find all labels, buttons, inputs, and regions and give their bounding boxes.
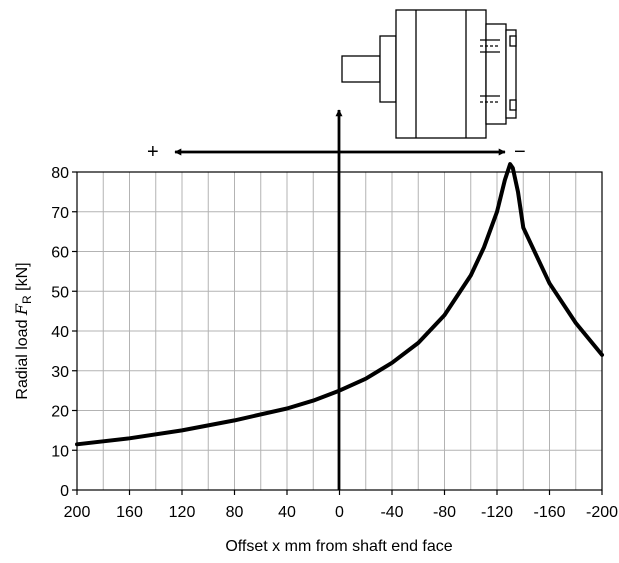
y-axis-label-unit: [kN]	[14, 262, 31, 295]
y-axis-label-text: Radial load	[14, 315, 31, 400]
y-tick-labels: 0 10 20 30 40 50 60 70 80	[51, 165, 77, 500]
x-tick-label: -80	[433, 504, 456, 521]
y-axis-label: Radial load FR [kN]	[12, 262, 34, 399]
y-tick-label: 40	[51, 324, 69, 341]
x-tick-label: 120	[169, 504, 196, 521]
y-axis-label-subscript: R	[20, 295, 34, 304]
y-axis-label-symbol: F	[12, 303, 31, 316]
x-tick-label: 160	[116, 504, 143, 521]
hydraulic-motor-icon	[341, 9, 517, 139]
x-tick-label: 80	[226, 504, 244, 521]
x-tick-label: -200	[586, 504, 618, 521]
x-axis-label: Offset x mm from shaft end face	[225, 538, 452, 555]
x-tick-label: 200	[64, 504, 91, 521]
y-tick-label: 30	[51, 364, 69, 381]
x-tick-label: -40	[380, 504, 403, 521]
y-tick-label: 60	[51, 245, 69, 262]
x-tick-labels: 200 160 120 80 40 0 -40 -80 -120 -160 -200	[64, 490, 618, 521]
y-tick-label: 80	[51, 165, 69, 182]
x-tick-label: 40	[278, 504, 296, 521]
y-tick-label: 50	[51, 284, 69, 301]
x-tick-label: -120	[481, 504, 513, 521]
y-tick-label: 70	[51, 205, 69, 222]
y-tick-label: 20	[51, 404, 69, 421]
plus-direction-label: +	[147, 141, 159, 163]
radial-load-curve	[75, 162, 604, 447]
minus-direction-label: −	[514, 141, 526, 163]
y-tick-label: 10	[51, 443, 69, 460]
y-tick-label: 0	[60, 483, 69, 500]
x-tick-label: 0	[335, 504, 344, 521]
x-tick-label: -160	[533, 504, 565, 521]
